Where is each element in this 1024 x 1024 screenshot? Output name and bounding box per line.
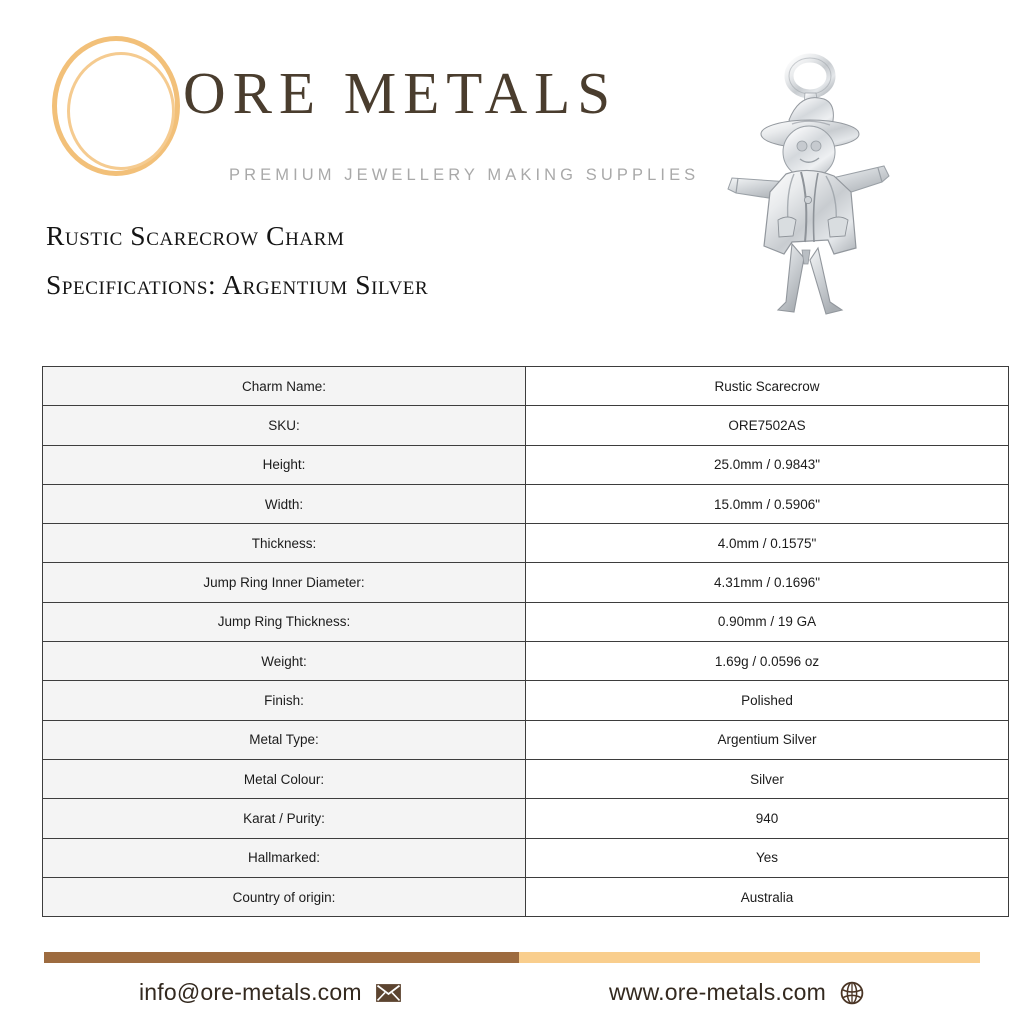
table-row: Karat / Purity: 940 [42,798,1009,839]
spec-value-cell: 4.0mm / 0.1575" [525,523,1009,564]
page-footer: info@ore-metals.com www.ore-metals.com [0,948,1024,1024]
spec-label-cell: Height: [42,444,526,485]
specifications-table-body: Charm Name: Rustic Scarecrow SKU: ORE7502AS… [42,365,1009,918]
table-row: Charm Name: Rustic Scarecrow [42,365,1009,407]
spec-label-cell: Jump Ring Inner Diameter: [42,562,526,603]
page-subtitle: Specifications: Argentium Silver [46,268,429,300]
spec-value-cell: ORE7502AS [525,405,1009,446]
spec-label-cell: Width: [42,483,526,525]
spec-value-cell: 0.90mm / 19 GA [525,601,1009,643]
circle-ring-icon [52,36,180,176]
footer-website[interactable]: www.ore-metals.com [609,979,864,1006]
globe-icon [840,981,864,1005]
footer-bar-right [519,952,980,963]
specifications-table: Charm Name: Rustic Scarecrow SKU: ORE7502AS… [42,365,1009,918]
brand-name: ORE METALS [183,60,618,126]
circle-ring-inner-icon [67,52,175,170]
page-title: Rustic Scarecrow Charm [46,220,345,251]
spec-label-cell: Charm Name: [42,365,526,407]
spec-label-cell: Finish: [42,680,526,721]
spec-value-cell: 940 [525,798,1009,839]
footer-email-text[interactable]: info@ore-metals.com [139,979,362,1005]
spec-label-cell: Country of origin: [42,876,526,918]
spec-value-cell: Yes [525,837,1009,878]
table-row: SKU: ORE7502AS [42,405,1009,446]
footer-email[interactable]: info@ore-metals.com [139,979,401,1006]
table-row: Height: 25.0mm / 0.9843" [42,444,1009,485]
brand-logo: ORE METALS PREMIUM JEWELLERY MAKING SUPP… [48,30,695,184]
table-row: Hallmarked: Yes [42,837,1009,878]
spec-value-cell: 15.0mm / 0.5906" [525,483,1009,525]
product-image [706,52,916,332]
spec-label-cell: Thickness: [42,523,526,564]
footer-bar-left [44,952,519,963]
spec-value-cell: Australia [525,876,1009,918]
envelope-icon [375,983,401,1002]
spec-label-cell: Metal Type: [42,719,526,760]
product-title-block: Rustic Scarecrow Charm Specifications: A… [46,222,846,298]
scarecrow-charm-illustration [727,53,890,315]
spec-value-cell: Rustic Scarecrow [525,365,1009,407]
table-row: Weight: 1.69g / 0.0596 oz [42,641,1009,682]
spec-value-cell: Polished [525,680,1009,721]
table-row: Country of origin: Australia [42,876,1009,918]
table-row: Jump Ring Inner Diameter: 4.31mm / 0.1696… [42,562,1009,603]
spec-value-cell: 1.69g / 0.0596 oz [525,641,1009,682]
table-row: Jump Ring Thickness: 0.90mm / 19 GA [42,601,1009,643]
footer-website-text[interactable]: www.ore-metals.com [609,979,827,1005]
spec-label-cell: Jump Ring Thickness: [42,601,526,643]
spec-value-cell: Silver [525,758,1009,800]
table-row: Thickness: 4.0mm / 0.1575" [42,523,1009,564]
spec-label-cell: Metal Colour: [42,758,526,800]
brand-tagline: PREMIUM JEWELLERY MAKING SUPPLIES [229,166,700,184]
table-row: Metal Type: Argentium Silver [42,719,1009,760]
table-row: Metal Colour: Silver [42,758,1009,800]
spec-label-cell: Hallmarked: [42,837,526,878]
spec-label-cell: Karat / Purity: [42,798,526,839]
table-row: Width: 15.0mm / 0.5906" [42,483,1009,525]
table-row: Finish: Polished [42,680,1009,721]
page-header: ORE METALS PREMIUM JEWELLERY MAKING SUPP… [0,0,1024,315]
spec-value-cell: Argentium Silver [525,719,1009,760]
spec-label-cell: SKU: [42,405,526,446]
spec-value-cell: 25.0mm / 0.9843" [525,444,1009,485]
spec-label-cell: Weight: [42,641,526,682]
spec-value-cell: 4.31mm / 0.1696" [525,562,1009,603]
